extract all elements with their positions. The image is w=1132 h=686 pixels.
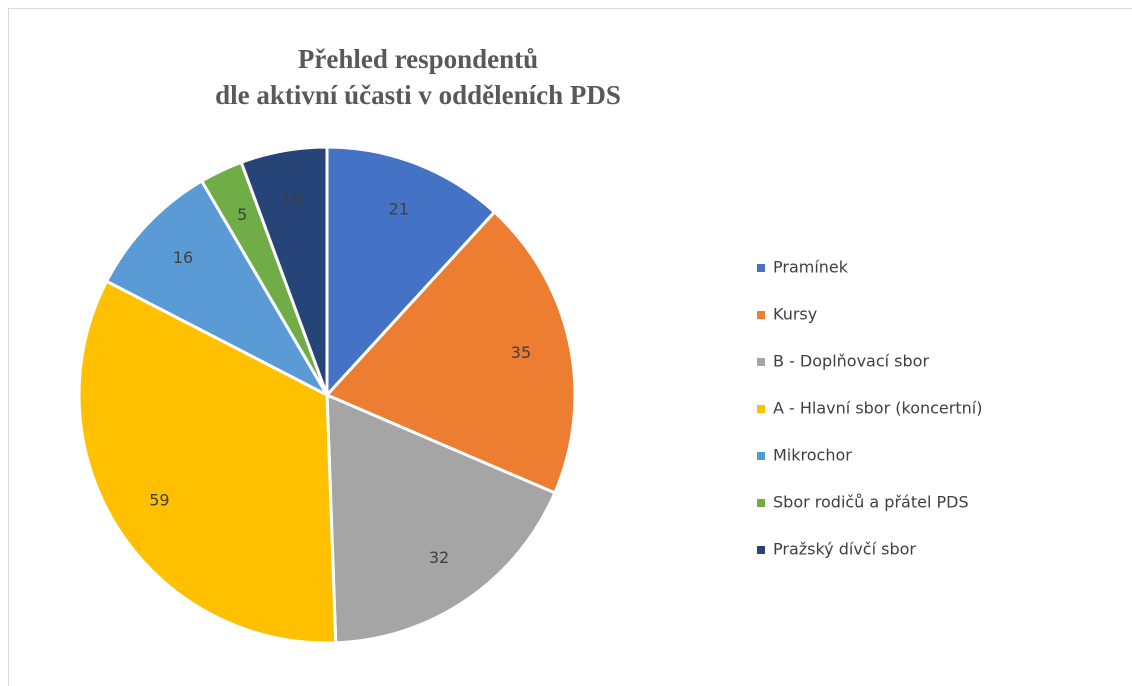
- legend-swatch: [757, 264, 765, 272]
- pie-slice: [77, 279, 338, 645]
- legend-swatch: [757, 405, 765, 413]
- data-label: 5: [237, 205, 247, 224]
- legend-label: Kursy: [773, 305, 817, 324]
- legend-label: Sbor rodičů a přátel PDS: [773, 493, 969, 512]
- legend-swatch: [757, 311, 765, 319]
- legend-label: Pramínek: [773, 258, 849, 277]
- data-label: 32: [429, 548, 449, 567]
- data-label: 35: [511, 343, 531, 362]
- legend-swatch: [757, 452, 765, 460]
- legend-swatch: [757, 546, 765, 554]
- data-label: 21: [389, 200, 409, 219]
- legend-swatch: [757, 499, 765, 507]
- pie-slice: [325, 392, 557, 645]
- legend-label: Pražský dívčí sbor: [773, 540, 916, 559]
- data-label: 10: [282, 189, 302, 208]
- legend-label: Mikrochor: [773, 446, 852, 465]
- chart-title: Přehled respondentů: [298, 44, 538, 74]
- legend-label: A - Hlavní sbor (koncertní): [773, 399, 982, 418]
- legend-label: B - Doplňovací sbor: [773, 352, 929, 371]
- data-label: 59: [149, 491, 169, 510]
- chart-title: dle aktivní účasti v odděleních PDS: [215, 80, 621, 110]
- legend-swatch: [757, 358, 765, 366]
- data-label: 16: [173, 248, 193, 267]
- pie-slice: [104, 178, 331, 399]
- pie-slice: [239, 145, 329, 396]
- pie-slice: [324, 209, 577, 495]
- pie-slice: [325, 145, 497, 399]
